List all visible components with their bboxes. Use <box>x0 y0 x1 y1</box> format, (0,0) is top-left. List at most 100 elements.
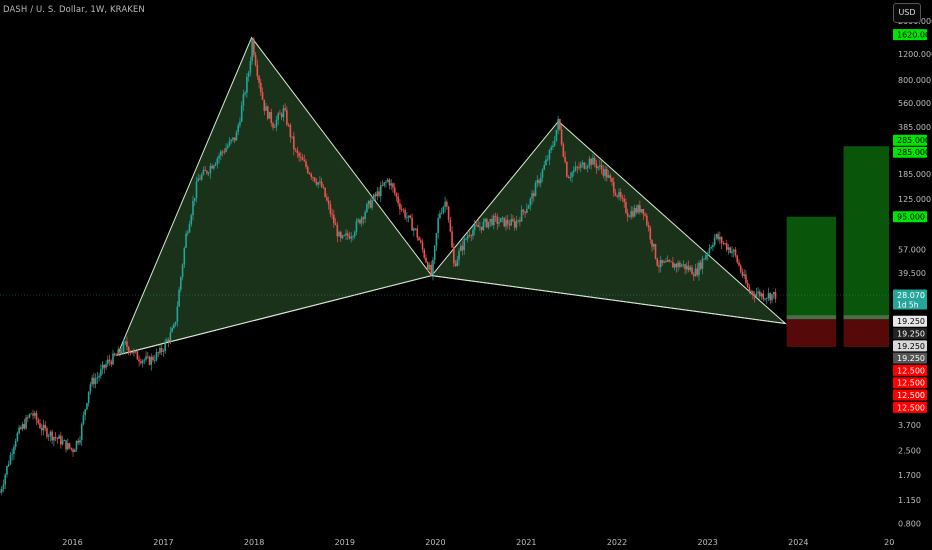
candle <box>461 240 464 256</box>
candle <box>173 322 175 330</box>
candle-body <box>244 92 246 95</box>
candle <box>345 228 347 241</box>
candle <box>270 108 273 127</box>
candle-body <box>590 158 592 165</box>
candle-body <box>96 377 99 379</box>
candle-body <box>263 99 266 111</box>
candle <box>423 248 426 260</box>
candle-body <box>479 226 481 228</box>
candle-body <box>54 436 57 438</box>
candle-body <box>661 259 664 263</box>
candle-body <box>750 291 752 292</box>
candle-body <box>691 267 693 275</box>
candle-body <box>520 209 523 222</box>
candle-body <box>680 265 683 267</box>
candle-body <box>249 61 252 73</box>
candle-body <box>40 428 43 431</box>
candle-body <box>68 443 71 448</box>
candle-body <box>253 39 255 55</box>
candle <box>696 262 699 278</box>
long-position-2 <box>843 146 889 347</box>
candle-body <box>260 82 262 93</box>
candle <box>225 143 227 153</box>
candle-body <box>529 198 532 206</box>
candle <box>0 486 3 496</box>
candle-body <box>600 165 603 170</box>
candle <box>42 419 45 436</box>
candle <box>732 248 735 258</box>
candle <box>266 105 269 121</box>
candle-body <box>760 293 763 297</box>
candle <box>124 340 126 345</box>
candle <box>366 202 368 214</box>
candle <box>567 175 570 179</box>
candle-body <box>360 217 363 224</box>
candle <box>651 239 653 252</box>
candle <box>107 355 109 367</box>
candle <box>741 268 744 278</box>
candle-body <box>477 225 479 228</box>
candle <box>579 161 582 173</box>
candle <box>519 216 521 227</box>
candle-body <box>207 173 210 174</box>
candle <box>559 118 561 132</box>
symbol-title: DASH / U. S. Dollar, 1W, KRAKEN <box>3 5 145 15</box>
price-label-bg <box>893 29 927 41</box>
candle-body <box>465 238 467 240</box>
candle-body <box>628 216 631 218</box>
candle <box>315 178 318 187</box>
candle-body <box>555 129 558 141</box>
candle-body <box>606 169 608 178</box>
candle <box>578 162 580 170</box>
candle <box>159 344 161 356</box>
candle-body <box>719 236 721 240</box>
candle-body <box>20 427 22 430</box>
candle <box>367 200 370 209</box>
price-label-badge: 19.250 <box>893 328 927 340</box>
candle <box>303 154 306 163</box>
candle <box>501 216 504 223</box>
candle-body <box>713 237 716 246</box>
candle-body <box>517 220 519 222</box>
candle <box>246 72 248 98</box>
candle-body <box>162 351 165 352</box>
pattern-xb-line <box>117 275 432 356</box>
candle <box>710 245 712 250</box>
candle-body <box>494 215 497 217</box>
candle-body <box>334 223 337 226</box>
candle <box>607 170 610 179</box>
candle <box>230 139 233 144</box>
candle-body <box>279 113 281 115</box>
candle-body <box>659 259 662 268</box>
candle-body <box>752 291 754 295</box>
candle <box>96 371 99 384</box>
candle-body <box>402 209 405 211</box>
price-label-countdown: 1d 5h <box>897 301 919 310</box>
candle-body <box>167 339 170 342</box>
candle-body <box>216 158 219 164</box>
candle <box>647 221 650 232</box>
candle <box>708 244 711 256</box>
candle <box>18 424 20 435</box>
candle-body <box>727 247 730 250</box>
candle-body <box>675 263 678 268</box>
candle-body <box>524 211 526 213</box>
candle-body <box>160 348 163 352</box>
candle <box>155 348 158 362</box>
price-label-text: 12.500 <box>897 366 925 375</box>
candle-body <box>23 423 26 429</box>
candle <box>771 294 773 304</box>
candle <box>466 230 469 243</box>
candle <box>705 252 707 261</box>
currency-button[interactable]: USD <box>893 3 921 23</box>
candle-body <box>366 204 368 213</box>
candle-body <box>538 180 540 184</box>
candle-body <box>341 235 344 239</box>
candle <box>454 259 457 267</box>
candle-body <box>428 264 431 270</box>
candle-body <box>515 220 518 228</box>
candle <box>346 230 349 240</box>
candle-body <box>251 39 253 62</box>
candle <box>333 209 335 228</box>
